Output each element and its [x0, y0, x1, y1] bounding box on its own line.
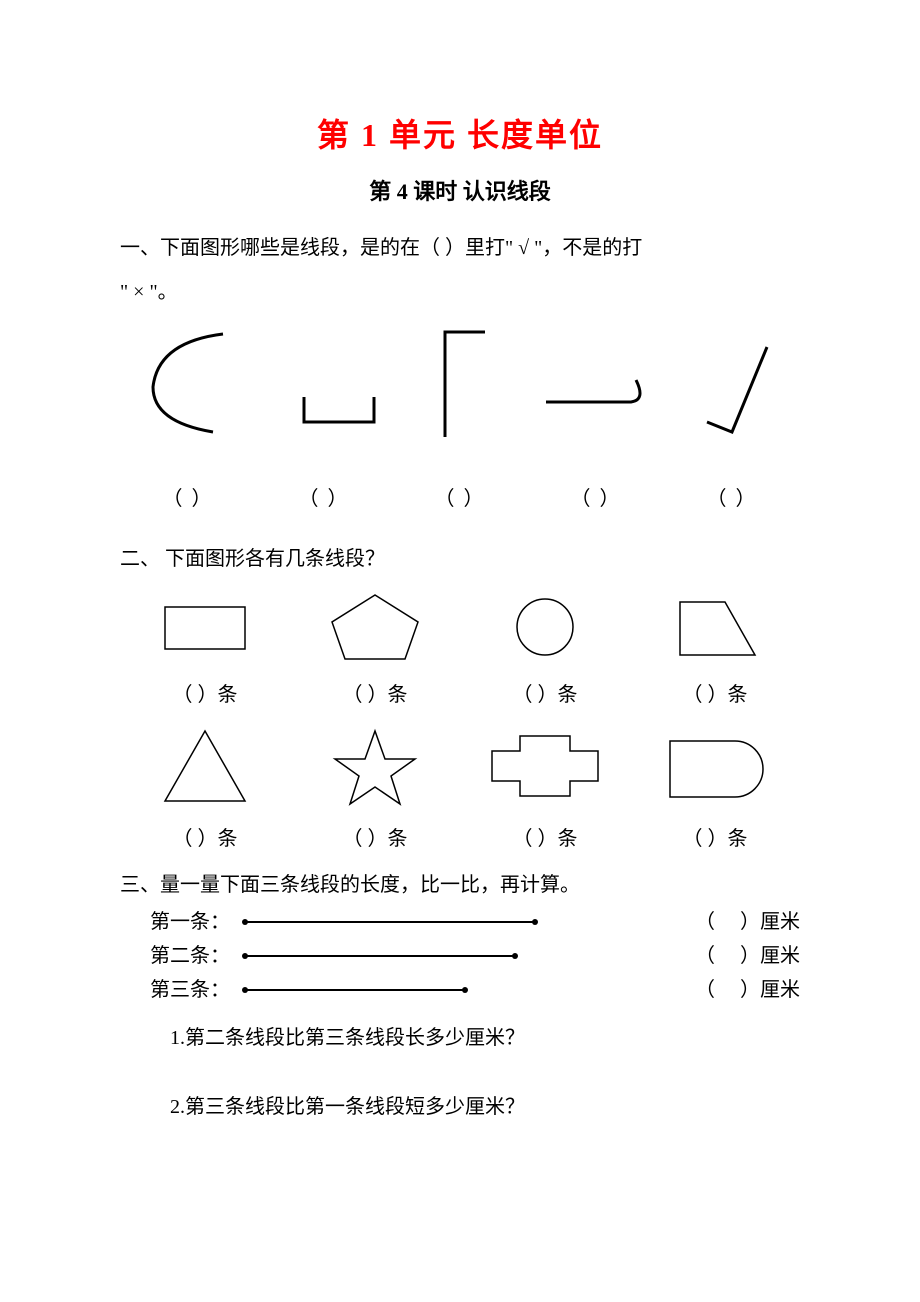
- q3-line2-answer: （ ）厘米: [695, 939, 800, 973]
- q2-circle-icon: [500, 587, 590, 667]
- q2-label-8: （ ）条: [630, 822, 800, 851]
- q2-label-4: （ ）条: [630, 678, 800, 707]
- q2-cross-icon: [480, 721, 610, 811]
- q2-label-5: （ ）条: [120, 822, 290, 851]
- q2-trapezoid-icon: [660, 587, 770, 667]
- q2-row2-shapes: [120, 721, 800, 816]
- q2-triangle-icon: [150, 721, 260, 811]
- q2-label-6: （ ）条: [290, 822, 460, 851]
- q2-label-2: （ ）条: [290, 678, 460, 707]
- q2-row1-shapes: [120, 587, 800, 672]
- q3-line2-label: 第二条：: [150, 939, 240, 973]
- q3-line1-label: 第一条：: [150, 905, 240, 939]
- q3-line-2: 第二条： （ ）厘米: [150, 939, 800, 973]
- q1-prompt-line1: 一、下面图形哪些是线段，是的在（ ）里打" √ "，不是的打: [120, 228, 800, 268]
- q3-prompt: 三、量一量下面三条线段的长度，比一比，再计算。: [120, 865, 800, 905]
- q2-row2-labels: （ ）条 （ ）条 （ ）条 （ ）条: [120, 822, 800, 851]
- q2-label-3: （ ）条: [460, 678, 630, 707]
- q1-shape-5-icon: [692, 322, 782, 442]
- q1-blank-5: （ ）: [707, 482, 758, 511]
- q1-prompt-line2: " × "。: [120, 272, 800, 312]
- q3-segment-1-icon: [240, 917, 540, 927]
- unit-title: 第 1 单元 长度单位: [120, 110, 800, 156]
- q1-answers-row: （ ） （ ） （ ） （ ） （ ）: [120, 482, 800, 511]
- q1-shapes-row: [120, 312, 800, 452]
- q1-shape-2-icon: [284, 322, 394, 442]
- q1-blank-4: （ ）: [571, 482, 622, 511]
- q2-star-icon: [320, 721, 430, 811]
- q3-subquestion-1: 1.第二条线段比第三条线段长多少厘米？: [170, 1021, 800, 1050]
- q1-blank-2: （ ）: [299, 482, 350, 511]
- q1-blank-1: （ ）: [163, 482, 214, 511]
- q3-subquestion-2: 2.第三条线段比第一条线段短多少厘米？: [170, 1090, 800, 1119]
- q3-line3-answer: （ ）厘米: [695, 973, 800, 1007]
- q3-line3-label: 第三条：: [150, 973, 240, 1007]
- q2-label-7: （ ）条: [460, 822, 630, 851]
- q2-label-1: （ ）条: [120, 678, 290, 707]
- q3-segment-2-icon: [240, 951, 520, 961]
- q2-rectangle-icon: [150, 587, 260, 667]
- q1-blank-3: （ ）: [435, 482, 486, 511]
- q2-row1-labels: （ ）条 （ ）条 （ ）条 （ ）条: [120, 678, 800, 707]
- q2-rounded-rect-icon: [655, 721, 775, 811]
- q3-line-1: 第一条： （ ）厘米: [150, 905, 800, 939]
- q2-prompt: 二、 下面图形各有几条线段？: [120, 539, 800, 579]
- lesson-title: 第 4 课时 认识线段: [120, 174, 800, 206]
- q2-pentagon-icon: [320, 587, 430, 667]
- q1-shape-1-icon: [138, 322, 248, 442]
- q3-line-3: 第三条： （ ）厘米: [150, 973, 800, 1007]
- q1-shape-3-icon: [430, 322, 500, 442]
- q3-line1-answer: （ ）厘米: [695, 905, 800, 939]
- q3-segment-3-icon: [240, 985, 470, 995]
- q1-shape-4-icon: [536, 322, 656, 442]
